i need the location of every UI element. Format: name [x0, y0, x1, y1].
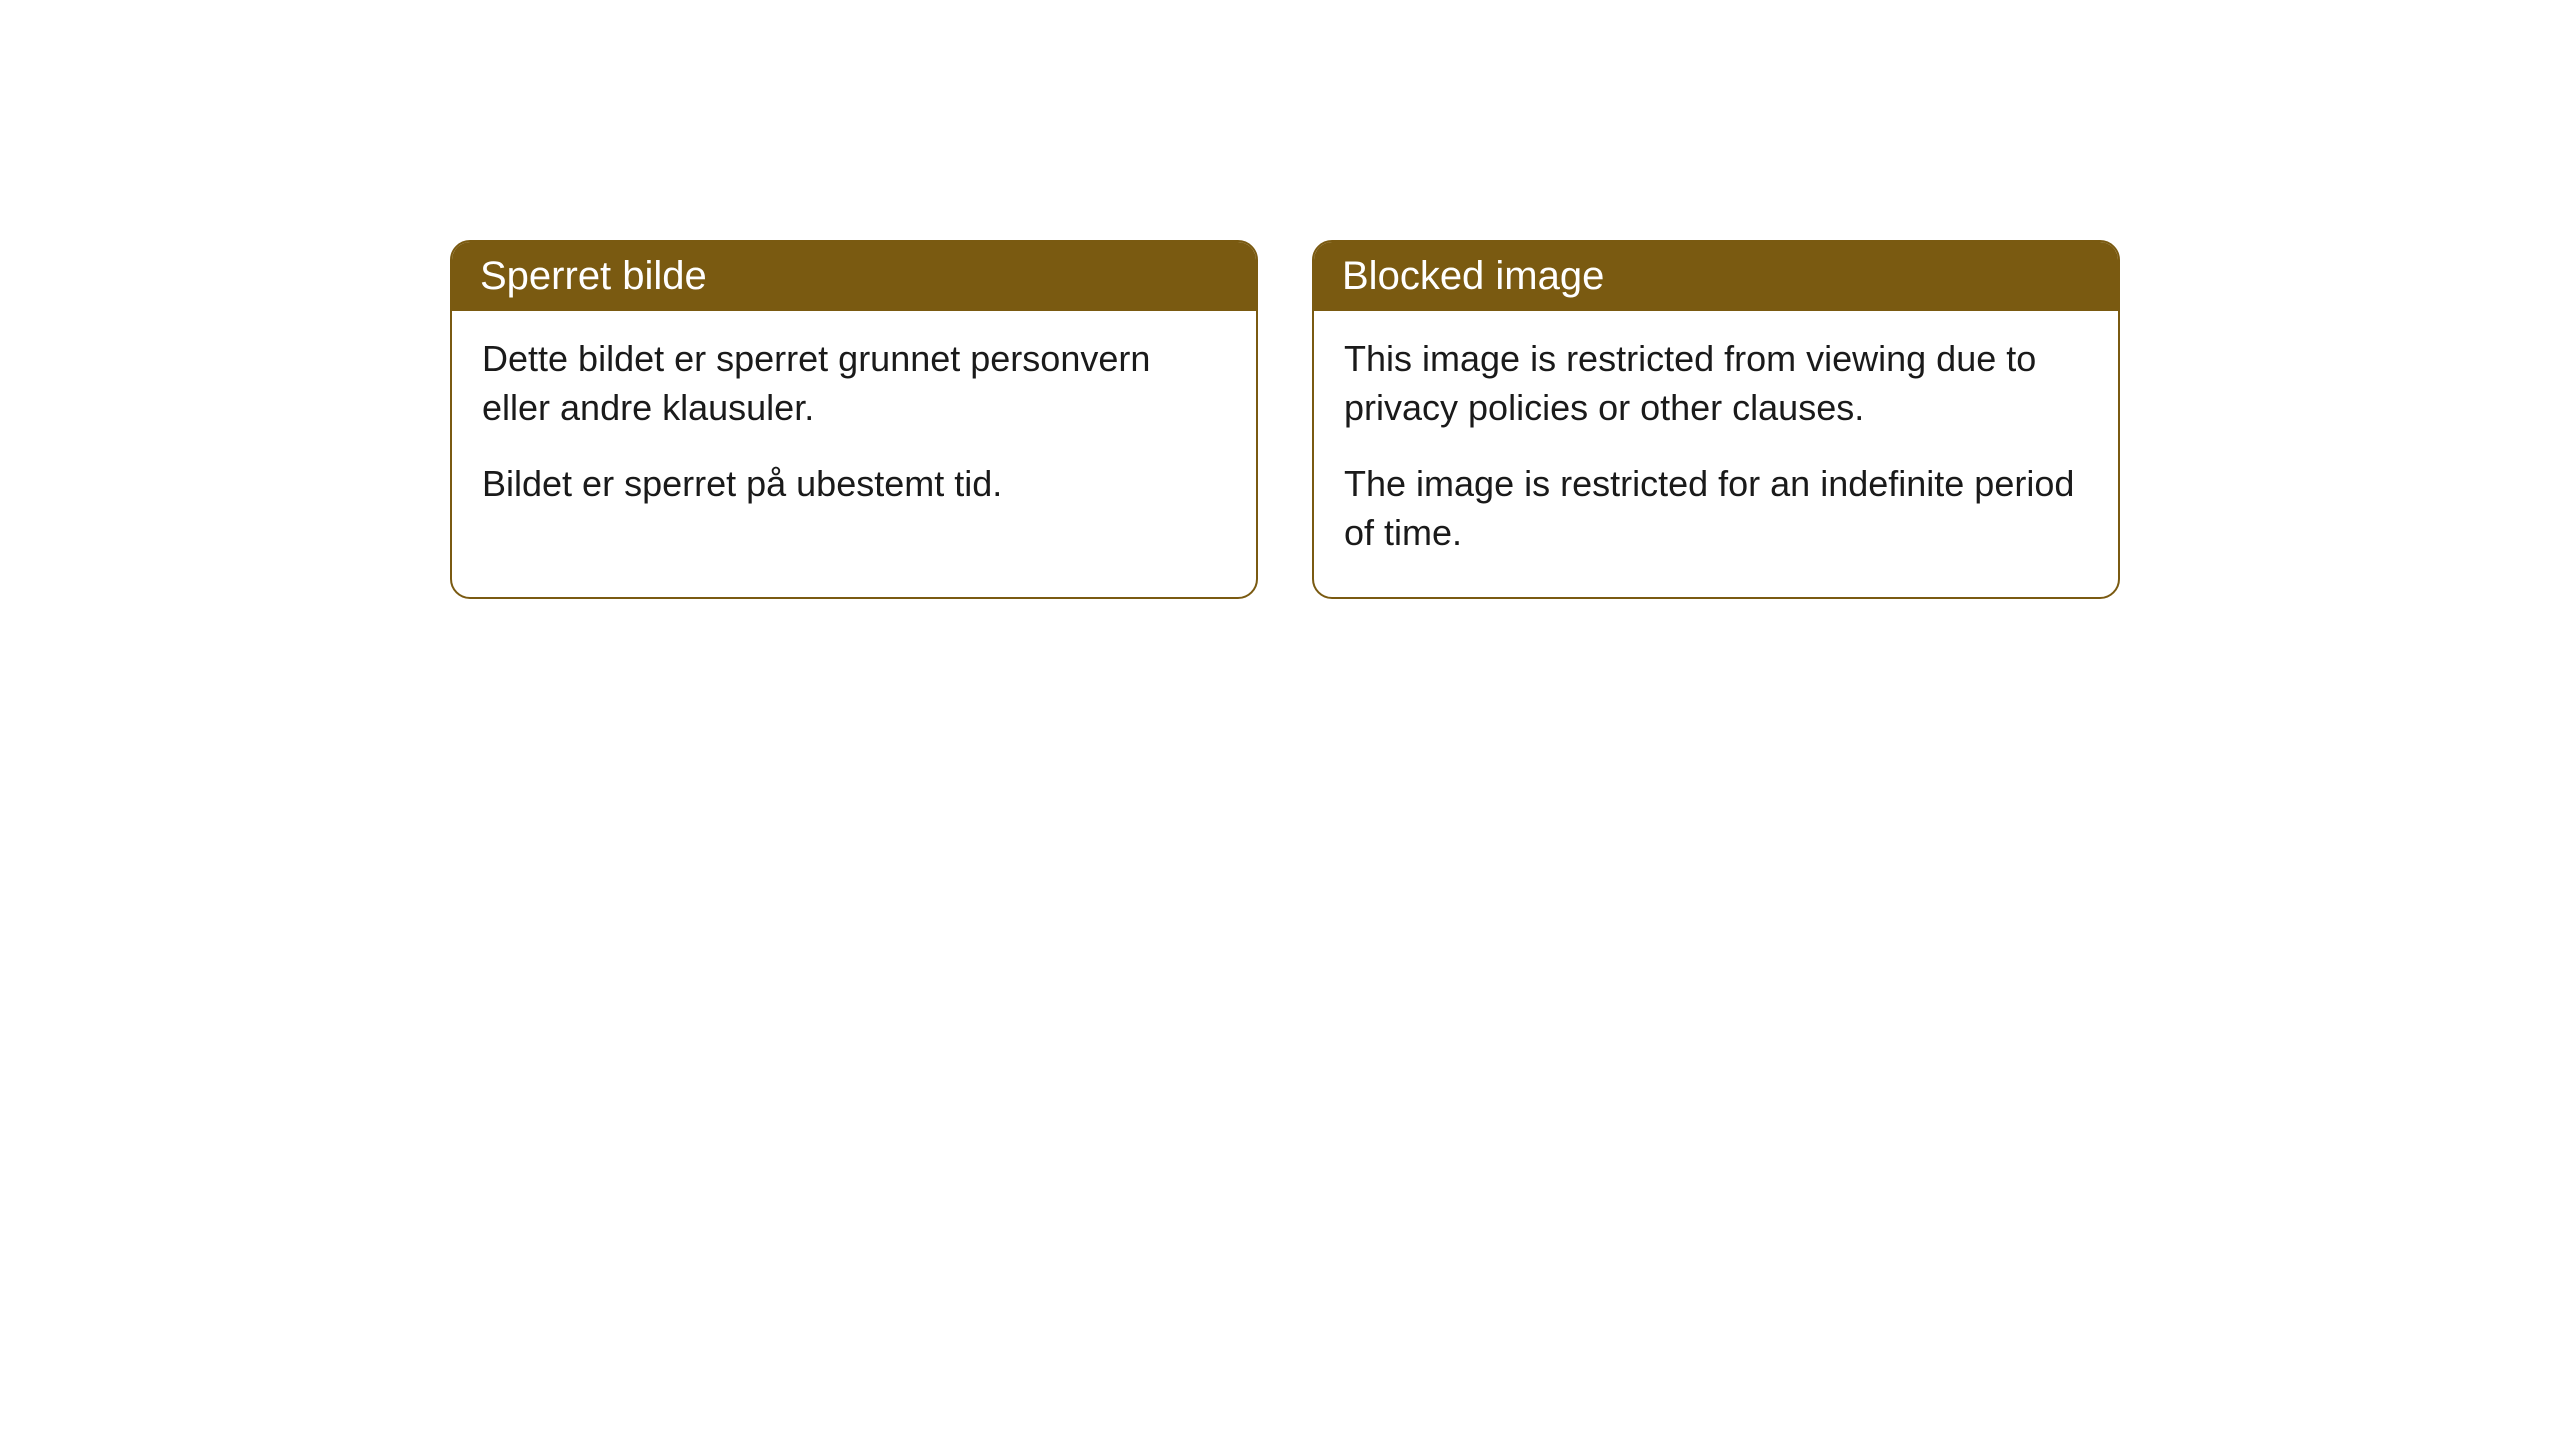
blocked-image-card-norwegian: Sperret bilde Dette bildet er sperret gr… [450, 240, 1258, 599]
card-title: Sperret bilde [480, 254, 707, 298]
notice-cards-container: Sperret bilde Dette bildet er sperret gr… [450, 240, 2120, 599]
card-paragraph-2: Bildet er sperret på ubestemt tid. [482, 460, 1226, 509]
card-header-english: Blocked image [1314, 242, 2118, 311]
card-body-english: This image is restricted from viewing du… [1314, 311, 2118, 597]
card-paragraph-1: This image is restricted from viewing du… [1344, 335, 2088, 432]
blocked-image-card-english: Blocked image This image is restricted f… [1312, 240, 2120, 599]
card-title: Blocked image [1342, 254, 1604, 298]
card-paragraph-1: Dette bildet er sperret grunnet personve… [482, 335, 1226, 432]
card-body-norwegian: Dette bildet er sperret grunnet personve… [452, 311, 1256, 549]
card-header-norwegian: Sperret bilde [452, 242, 1256, 311]
card-paragraph-2: The image is restricted for an indefinit… [1344, 460, 2088, 557]
